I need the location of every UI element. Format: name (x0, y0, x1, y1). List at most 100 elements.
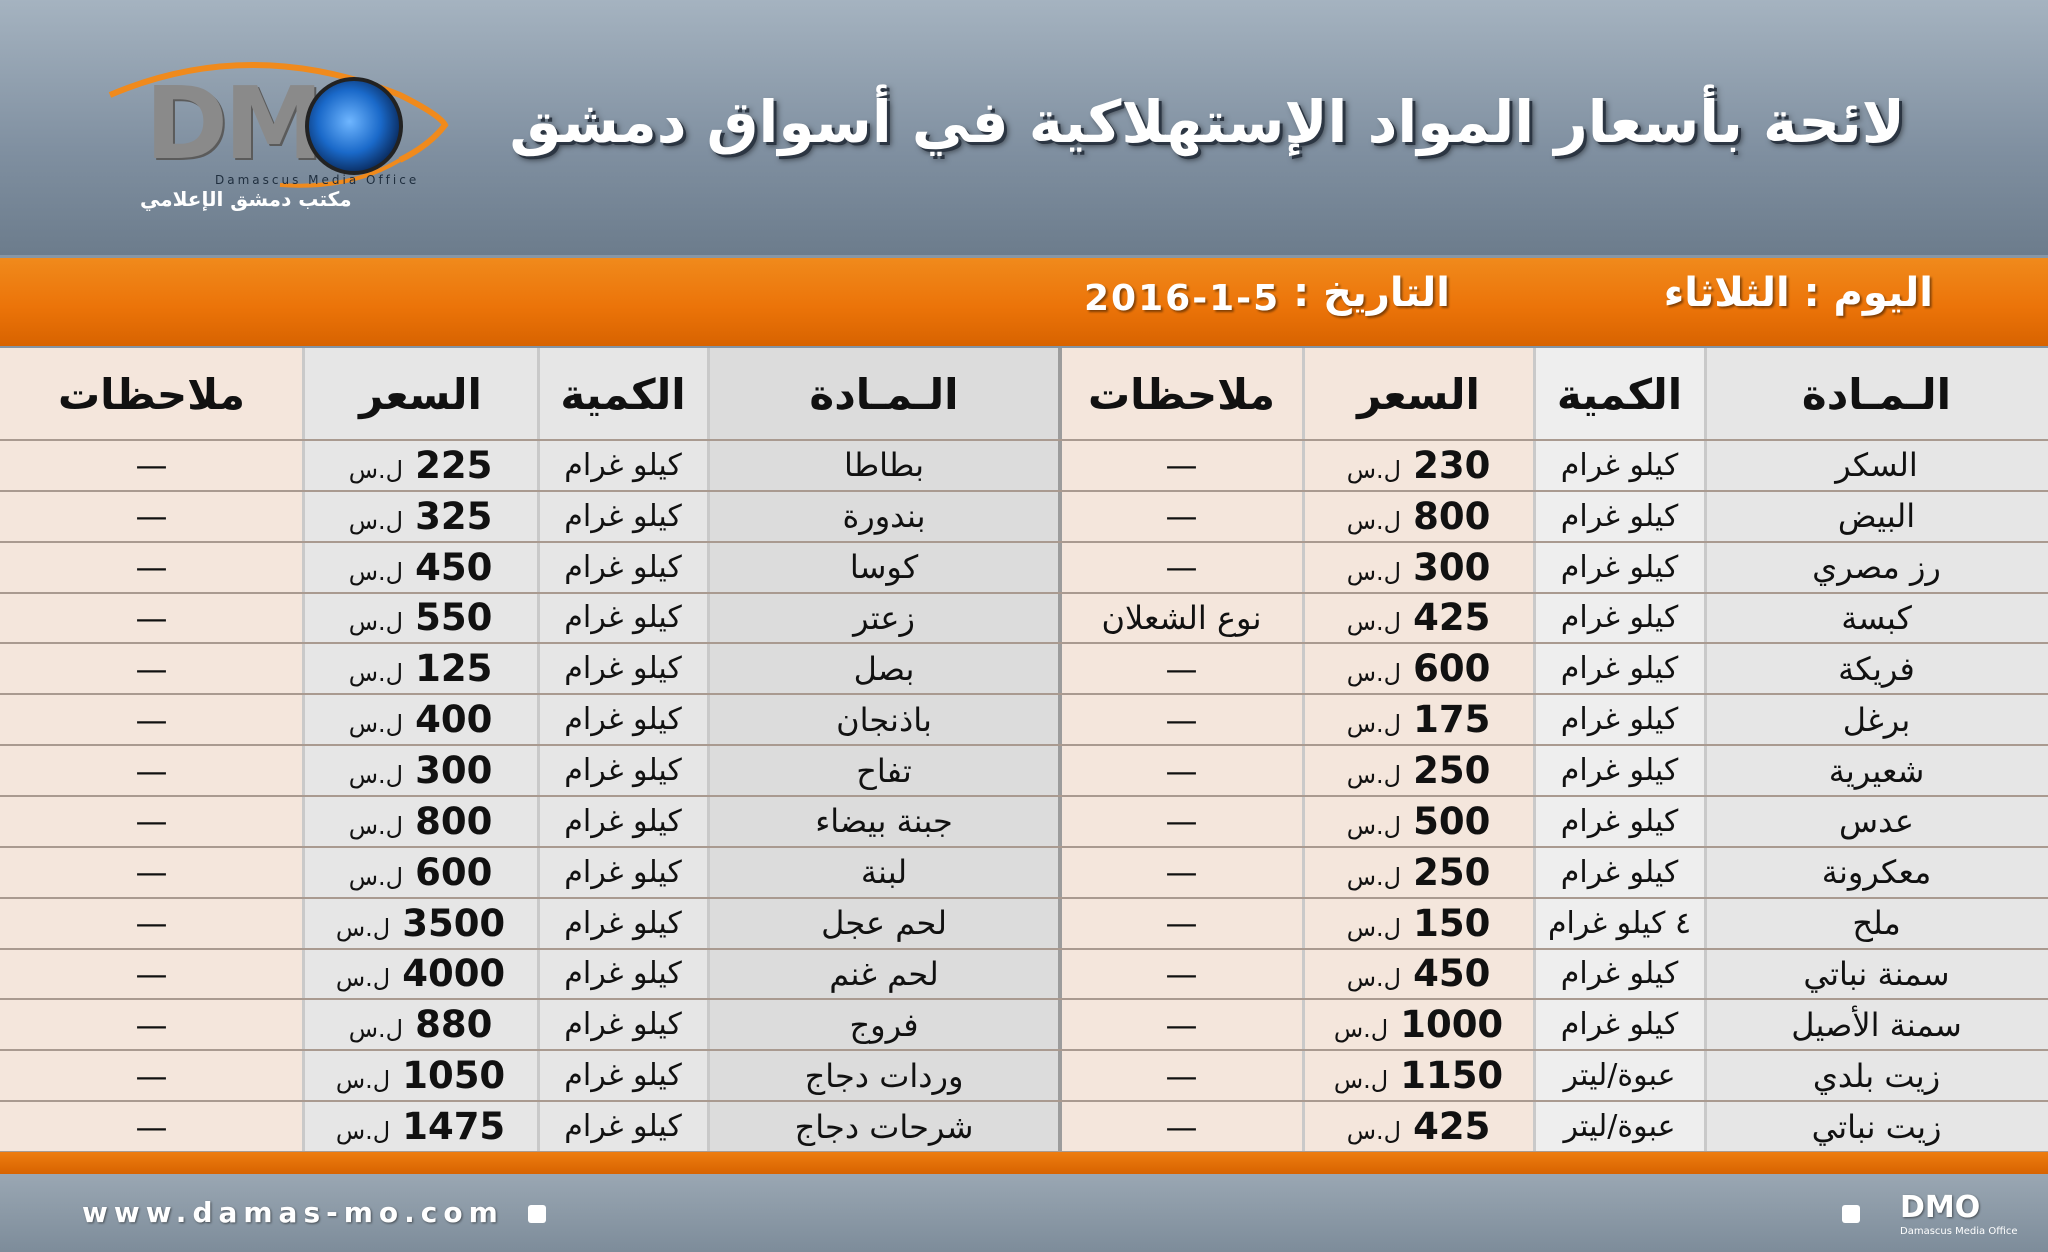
currency-label: ل.س (348, 761, 404, 790)
table-center-divider (1058, 348, 1062, 1152)
price-value: ل.س 125 (349, 647, 493, 690)
column-header-quantity: الكمية (560, 369, 686, 419)
table-cell-notes: — (1165, 649, 1198, 688)
dmo-logo: DMO Damascus Media Office مكتب دمشق الإع… (100, 55, 470, 225)
logo-subtitle: Damascus Media Office (215, 173, 420, 187)
table-cell-price: ل.س 4000 (303, 949, 538, 1000)
row-divider (0, 693, 2048, 696)
logo-eye-icon (305, 77, 403, 175)
table-cell-material: لحم عجل (821, 904, 947, 943)
table-cell-price: ل.س 300 (303, 745, 538, 796)
row-divider (0, 489, 2048, 492)
price-value: ل.س 880 (349, 1003, 493, 1046)
price-number: 1150 (1400, 1054, 1504, 1098)
website-url[interactable]: www.damas-mo.com (82, 1196, 504, 1229)
table-cell-material: شعيرية (1828, 751, 1925, 790)
left-table-notes-column: ملاحظات — — — — — — — — — — — — — — (0, 348, 303, 1152)
table-cell-quantity: كيلو غرام (564, 447, 682, 483)
row-divider (0, 642, 2048, 645)
table-cell-notes: — (1165, 853, 1198, 892)
row-divider (0, 1100, 2048, 1103)
price-value: ل.س 150 (1347, 902, 1491, 945)
left-table-price-column: السعر ل.س 225 ل.س 325 ل.س 450 ل.س 550 ل.س 125 ل.س 40… (303, 348, 538, 1152)
table-cell-notes: — (1165, 904, 1198, 943)
price-value: ل.س 450 (349, 546, 493, 589)
page-title: لائحة بأسعار المواد الإستهلاكية في أسواق… (509, 88, 1905, 156)
right-table-material-column: الـمـادة السكر البيض رز مصري كبسة فريكة برغل شع… (1705, 348, 2048, 1152)
column-divider (707, 348, 710, 1152)
table-cell-notes: — (135, 802, 168, 841)
row-divider (0, 947, 2048, 950)
table-cell-price: ل.س 800 (303, 796, 538, 847)
table-cell-price: ل.س 425 (1303, 593, 1534, 644)
currency-label: ل.س (335, 964, 391, 993)
currency-label: ل.س (1346, 659, 1402, 688)
currency-label: ل.س (335, 913, 391, 942)
price-value: ل.س 1475 (336, 1105, 505, 1148)
footer-square-icon (528, 1205, 546, 1223)
table-cell-price: ل.س 1000 (1303, 999, 1534, 1050)
table-cell-notes: — (135, 548, 168, 587)
info-bar (0, 258, 2048, 346)
price-number: 325 (415, 494, 493, 538)
currency-label: ل.س (1346, 964, 1402, 993)
table-cell-quantity: كيلو غرام (1560, 753, 1679, 789)
table-cell-notes: — (1165, 700, 1198, 739)
table-cell-notes: — (135, 1107, 168, 1146)
currency-label: ل.س (1346, 862, 1402, 891)
logo-arabic-name: مكتب دمشق الإعلامي (140, 187, 352, 211)
table-cell-material: لبنة (860, 853, 908, 892)
price-number: 450 (415, 545, 493, 589)
table-cell-price: ل.س 3500 (303, 898, 538, 949)
table-cell-price: ل.س 800 (1303, 491, 1534, 542)
table-cell-quantity: كيلو غرام (564, 1007, 682, 1043)
logo-arc-icon (108, 62, 449, 188)
row-divider (0, 795, 2048, 797)
table-cell-price: ل.س 175 (1303, 694, 1534, 745)
table-cell-price: ل.س 225 (303, 440, 538, 491)
table-cell-price: ل.س 600 (1303, 643, 1534, 694)
table-cell-notes: — (135, 904, 168, 943)
column-divider (537, 348, 540, 1152)
price-value: ل.س 400 (349, 698, 493, 741)
currency-label: ل.س (348, 710, 404, 739)
price-value: ل.س 425 (1347, 1105, 1491, 1148)
table-cell-material: بندورة (842, 497, 926, 536)
table-cell-price: ل.س 325 (303, 491, 538, 542)
table-cell-quantity: كيلو غرام (564, 549, 682, 585)
price-number: 125 (415, 647, 493, 691)
footer-bar (0, 1174, 2048, 1252)
price-number: 4000 (402, 952, 506, 996)
table-cell-material: شرحات دجاج (794, 1107, 974, 1146)
table-cell-quantity: كيلو غرام (1560, 956, 1679, 992)
table-cell-material: كوسا (849, 548, 919, 587)
currency-label: ل.س (348, 557, 404, 586)
price-value: ل.س 1000 (1334, 1003, 1503, 1046)
table-cell-notes: — (135, 1005, 168, 1044)
currency-label: ل.س (348, 506, 404, 535)
price-number: 500 (1413, 799, 1491, 843)
footer-logo: DMO (1900, 1190, 1981, 1225)
currency-label: ل.س (1346, 811, 1402, 840)
table-cell-quantity: كيلو غرام (564, 600, 682, 636)
table-cell-notes: — (1165, 802, 1198, 841)
price-value: ل.س 230 (1347, 444, 1491, 487)
price-number: 550 (415, 596, 493, 640)
table-cell-quantity: كيلو غرام (564, 651, 682, 687)
price-number: 1000 (1400, 1003, 1504, 1047)
price-value: ل.س 800 (349, 800, 493, 843)
price-value: ل.س 1050 (336, 1054, 505, 1097)
column-divider (1704, 348, 1707, 1152)
price-number: 250 (1413, 850, 1491, 894)
price-number: 150 (1413, 901, 1491, 945)
currency-label: ل.س (348, 455, 404, 484)
right-table-quantity-column: الكمية كيلو غرام كيلو غرام كيلو غرام كيلو غر… (1534, 348, 1705, 1152)
right-table-price-column: السعر ل.س 230 ل.س 800 ل.س 300 ل.س 425 ل.س 600 ل.س 17… (1303, 348, 1534, 1152)
table-cell-material: جبنة بيضاء (815, 802, 953, 841)
table-cell-material: السكر (1835, 446, 1918, 485)
column-header-material: الـمـادة (809, 369, 959, 419)
table-cell-material: زيت نباتي (1811, 1107, 1942, 1146)
table-cell-material: سمنة نباتي (1803, 954, 1950, 993)
table-cell-price: ل.س 125 (303, 643, 538, 694)
table-cell-quantity: كيلو غرام (564, 1058, 682, 1094)
